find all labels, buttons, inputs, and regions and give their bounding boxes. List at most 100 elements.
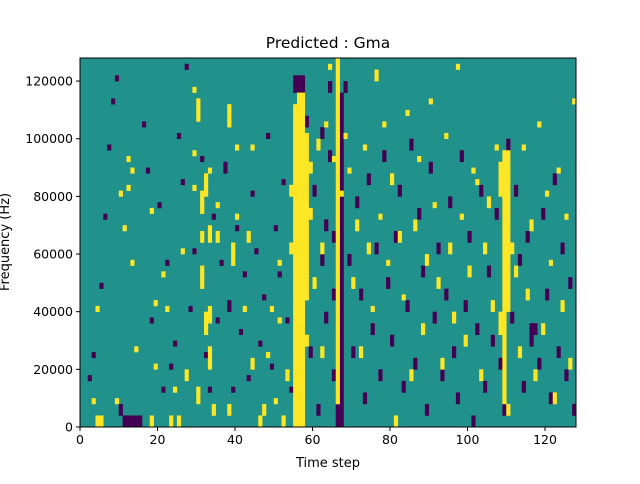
- heatmap-cell-low: [118, 409, 123, 416]
- heatmap-cell-high: [424, 254, 430, 261]
- heatmap-cell-low: [514, 184, 519, 191]
- heatmap-cell-low: [428, 167, 433, 174]
- heatmap-cell-high: [293, 184, 298, 191]
- heatmap-cell-low: [126, 415, 131, 422]
- heatmap-cell-high: [440, 363, 445, 370]
- heatmap-cell-high: [293, 415, 298, 422]
- heatmap-cell-high: [293, 109, 298, 116]
- heatmap-cell-low: [188, 305, 193, 312]
- heatmap-cell-high: [444, 132, 449, 140]
- heatmap-cell-high: [277, 317, 282, 324]
- heatmap-cell-low: [405, 305, 410, 312]
- heatmap-cell-high: [297, 403, 302, 411]
- heatmap-cell-low: [339, 161, 344, 168]
- heatmap-cell-high: [293, 190, 298, 197]
- heatmap-cell-high: [502, 328, 507, 336]
- heatmap-cell-low: [339, 392, 344, 399]
- heatmap-cell-high: [285, 369, 290, 376]
- heatmap-cell-high: [304, 184, 309, 191]
- heatmap-cell-high: [560, 305, 565, 312]
- heatmap-cell-high: [304, 236, 309, 243]
- heatmap-cell-high: [300, 179, 306, 186]
- heatmap-cell-high: [316, 138, 321, 145]
- heatmap-cell-high: [250, 363, 255, 370]
- heatmap-cell-low: [548, 392, 554, 399]
- heatmap-cell-low: [378, 375, 383, 382]
- heatmap-cell-high: [502, 392, 507, 399]
- heatmap-cell-high: [502, 369, 507, 376]
- heatmap-cell-high: [297, 277, 302, 284]
- heatmap-cell-low: [568, 277, 573, 284]
- heatmap-cell-high: [300, 392, 306, 399]
- heatmap-cell-low: [386, 277, 391, 284]
- heatmap-cell-low: [483, 380, 488, 387]
- heatmap-cell-high: [498, 167, 503, 174]
- heatmap-cell-high: [169, 421, 174, 428]
- heatmap-cell-high: [192, 150, 197, 157]
- heatmap-cell-high: [304, 196, 309, 203]
- heatmap-cell-high: [293, 386, 298, 393]
- heatmap-cell-low: [339, 207, 344, 214]
- heatmap-cell-high: [184, 375, 189, 382]
- heatmap-cell-high: [95, 305, 100, 312]
- heatmap-cell-low: [339, 277, 344, 284]
- heatmap-cell-high: [304, 265, 309, 272]
- heatmap-cell-high: [552, 398, 557, 405]
- heatmap-cell-high: [366, 248, 371, 255]
- heatmap-cell-low: [397, 190, 402, 197]
- heatmap-cell-low: [366, 179, 371, 186]
- heatmap-cell-high: [502, 300, 507, 307]
- heatmap-cell-high: [382, 121, 387, 128]
- y-tick-label: 120000: [25, 74, 73, 89]
- heatmap-cell-low: [339, 173, 344, 180]
- heatmap-cell-low: [444, 288, 449, 295]
- heatmap-cell-high: [300, 386, 306, 393]
- heatmap-cell-high: [517, 352, 523, 359]
- heatmap-cell-high: [506, 161, 511, 168]
- heatmap-cell-high: [502, 352, 507, 359]
- heatmap-cell-high: [479, 375, 484, 382]
- heatmap-cell-high: [351, 282, 356, 289]
- heatmap-cell-high: [293, 230, 298, 238]
- heatmap-cell-low: [424, 403, 430, 411]
- heatmap-cell-low: [293, 86, 298, 93]
- heatmap-cell-low: [339, 138, 344, 145]
- heatmap-cell-high: [308, 167, 313, 174]
- heatmap-cell-high: [297, 294, 302, 301]
- heatmap-cell-low: [145, 167, 151, 174]
- heatmap-cell-high: [502, 254, 507, 261]
- heatmap-cell-low: [300, 86, 306, 93]
- heatmap-cell-low: [448, 196, 453, 203]
- heatmap-cell-high: [335, 328, 340, 336]
- heatmap-cell-high: [297, 213, 302, 220]
- heatmap-cell-high: [335, 190, 340, 197]
- heatmap-cell-low: [533, 328, 538, 336]
- heatmap-cell-low: [556, 352, 561, 359]
- heatmap-cell-high: [335, 305, 340, 312]
- heatmap-cell-high: [502, 288, 507, 295]
- heatmap-cell-low: [409, 144, 414, 151]
- heatmap-cell-high: [304, 161, 309, 168]
- heatmap-cell-high: [335, 259, 340, 266]
- heatmap-cell-low: [386, 282, 391, 289]
- heatmap-cell-high: [297, 190, 302, 197]
- heatmap-cell-low: [165, 259, 170, 266]
- heatmap-cell-high: [297, 225, 302, 232]
- heatmap-cell-low: [545, 288, 550, 295]
- heatmap-cell-high: [297, 254, 302, 261]
- heatmap-cell-low: [486, 271, 492, 278]
- heatmap-cell-high: [304, 179, 309, 186]
- heatmap-cell-high: [293, 254, 298, 261]
- heatmap-cell-high: [300, 230, 306, 238]
- x-tick-label: 60: [305, 432, 321, 447]
- heatmap-cell-high: [502, 357, 507, 364]
- heatmap-cell-low: [262, 294, 267, 301]
- heatmap-cell-low: [421, 265, 426, 272]
- heatmap-cell-low: [537, 363, 542, 370]
- heatmap-cell-high: [297, 219, 302, 226]
- heatmap-cell-high: [413, 219, 418, 226]
- heatmap-cell-high: [297, 386, 302, 393]
- heatmap-cell-high: [204, 184, 209, 191]
- heatmap-cell-high: [130, 259, 135, 266]
- heatmap-cell-low: [409, 138, 414, 145]
